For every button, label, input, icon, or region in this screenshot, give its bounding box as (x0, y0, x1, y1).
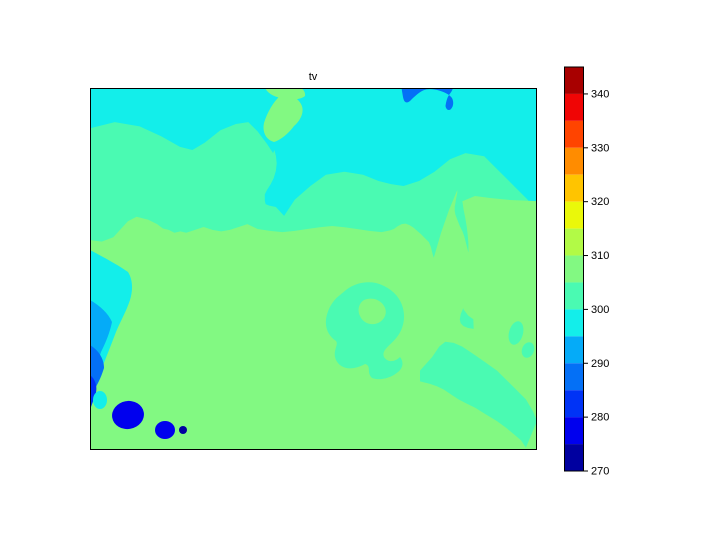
svg-text:290: 290 (591, 358, 609, 370)
svg-text:310: 310 (591, 250, 609, 262)
svg-text:330: 330 (591, 142, 609, 154)
svg-text:300: 300 (591, 304, 609, 316)
svg-text:340: 340 (591, 89, 609, 101)
svg-text:280: 280 (591, 412, 609, 424)
svg-text:320: 320 (591, 196, 609, 208)
svg-text:270: 270 (591, 466, 609, 478)
svg-text:tv: tv (309, 71, 318, 83)
